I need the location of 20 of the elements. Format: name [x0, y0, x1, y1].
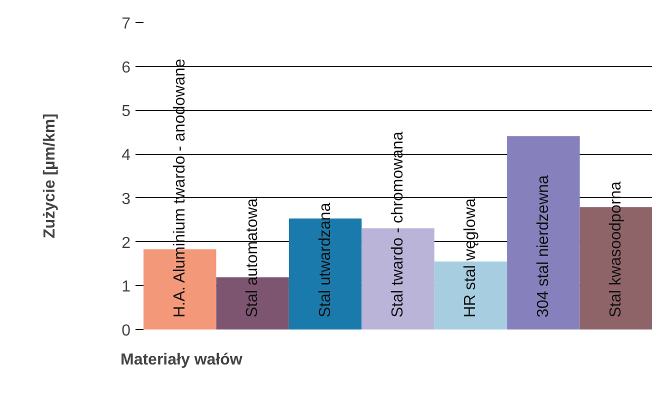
y-axis-title: Zużycie [µm/km]	[42, 114, 59, 238]
y-tick-label: 0	[122, 322, 131, 340]
bar	[507, 136, 580, 330]
y-tick-label: 2	[122, 234, 131, 252]
y-tick-label: 1	[122, 278, 131, 296]
bar	[362, 228, 434, 330]
x-tick-label: HR stal węglowa	[462, 198, 480, 318]
x-tick-label: Stal automatowa	[244, 198, 262, 318]
x-tick-label: Stal kwasoodporna	[608, 181, 625, 318]
y-tick-label: 5	[122, 103, 131, 120]
x-tick-label: 304 stal nierdzewna	[534, 175, 552, 318]
x-tick-label: H.A. Aluminium twardo - anodowane	[171, 58, 188, 318]
x-axis-title: Materiały wałów	[120, 352, 243, 368]
y-tick-label: 6	[122, 59, 131, 76]
bar	[434, 262, 508, 330]
y-tick-label: 7	[122, 16, 131, 32]
y-tick-label: 3	[122, 190, 131, 208]
y-tick-label: 4	[122, 147, 131, 164]
x-tick-label: Stal utwardzana	[316, 202, 334, 318]
x-tick-label: Stal twardo - chromowana	[390, 132, 406, 318]
